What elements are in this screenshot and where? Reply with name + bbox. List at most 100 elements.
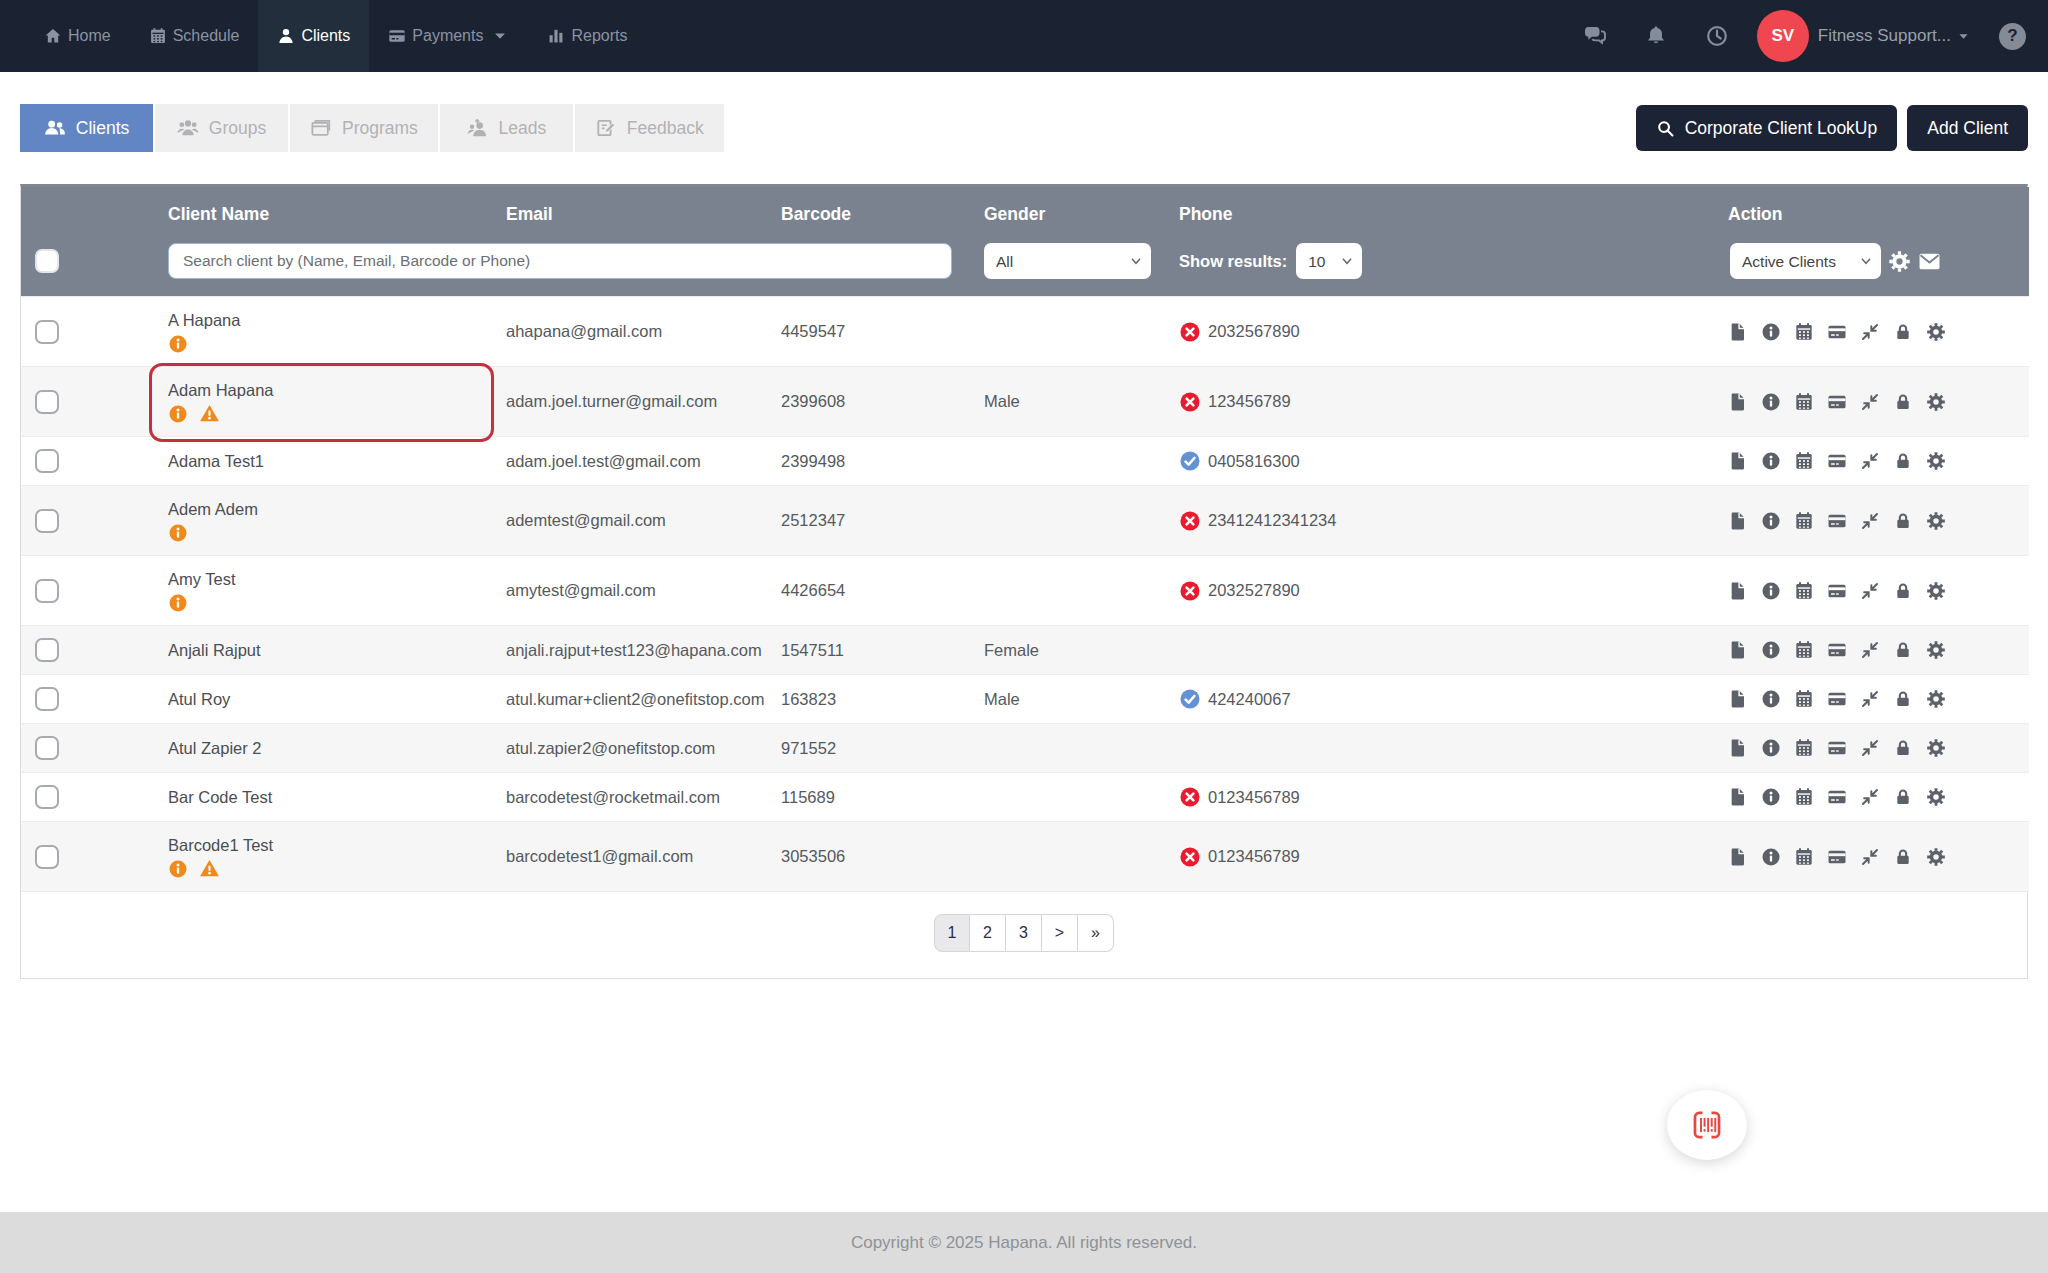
lock-icon[interactable] (1893, 392, 1913, 412)
calendar-icon[interactable] (1794, 787, 1814, 807)
file-icon[interactable] (1728, 787, 1748, 807)
file-icon[interactable] (1728, 847, 1748, 867)
compress-icon[interactable] (1860, 451, 1880, 471)
gear-icon[interactable] (1926, 640, 1946, 660)
credit-card-icon[interactable] (1827, 581, 1847, 601)
row-checkbox[interactable] (35, 638, 59, 662)
calendar-icon[interactable] (1794, 511, 1814, 531)
compress-icon[interactable] (1860, 787, 1880, 807)
row-checkbox[interactable] (35, 845, 59, 869)
file-icon[interactable] (1728, 640, 1748, 660)
info-icon[interactable] (168, 334, 188, 354)
credit-card-icon[interactable] (1827, 511, 1847, 531)
clock-icon[interactable] (1705, 24, 1729, 48)
calendar-icon[interactable] (1794, 847, 1814, 867)
lock-icon[interactable] (1893, 847, 1913, 867)
calendar-icon[interactable] (1794, 392, 1814, 412)
gear-icon[interactable] (1926, 511, 1946, 531)
credit-card-icon[interactable] (1827, 392, 1847, 412)
file-icon[interactable] (1728, 392, 1748, 412)
lock-icon[interactable] (1893, 787, 1913, 807)
info-icon[interactable] (168, 523, 188, 543)
file-icon[interactable] (1728, 738, 1748, 758)
row-checkbox[interactable] (35, 687, 59, 711)
compress-icon[interactable] (1860, 847, 1880, 867)
row-checkbox[interactable] (35, 320, 59, 344)
info-icon[interactable] (168, 859, 188, 879)
file-icon[interactable] (1728, 689, 1748, 709)
nav-item-payments[interactable]: Payments (369, 0, 528, 72)
info-icon[interactable] (168, 593, 188, 613)
lock-icon[interactable] (1893, 738, 1913, 758)
info-circle-icon[interactable] (1761, 451, 1781, 471)
lock-icon[interactable] (1893, 322, 1913, 342)
chat-icon[interactable] (1583, 24, 1607, 48)
tab-groups[interactable]: Groups (155, 104, 288, 152)
select-all-checkbox[interactable] (35, 249, 59, 273)
credit-card-icon[interactable] (1827, 322, 1847, 342)
file-icon[interactable] (1728, 581, 1748, 601)
nav-item-reports[interactable]: Reports (528, 0, 646, 72)
barcode-scan-fab[interactable] (1667, 1090, 1747, 1160)
compress-icon[interactable] (1860, 738, 1880, 758)
row-checkbox[interactable] (35, 509, 59, 533)
nav-item-clients[interactable]: Clients (258, 0, 369, 72)
compress-icon[interactable] (1860, 511, 1880, 531)
file-icon[interactable] (1728, 511, 1748, 531)
row-checkbox[interactable] (35, 785, 59, 809)
lock-icon[interactable] (1893, 511, 1913, 531)
gear-icon[interactable] (1926, 847, 1946, 867)
gear-icon[interactable] (1926, 689, 1946, 709)
warning-icon[interactable] (199, 858, 220, 879)
info-circle-icon[interactable] (1761, 738, 1781, 758)
add-client-button[interactable]: Add Client (1907, 105, 2028, 151)
avatar[interactable]: SV (1757, 10, 1809, 62)
tab-feedback[interactable]: Feedback (575, 104, 724, 152)
bell-icon[interactable] (1644, 24, 1668, 48)
gear-icon[interactable] (1926, 451, 1946, 471)
file-icon[interactable] (1728, 322, 1748, 342)
lock-icon[interactable] (1893, 640, 1913, 660)
info-circle-icon[interactable] (1761, 847, 1781, 867)
search-input[interactable] (168, 243, 952, 279)
calendar-icon[interactable] (1794, 451, 1814, 471)
envelope-icon[interactable] (1918, 250, 1941, 273)
row-checkbox[interactable] (35, 390, 59, 414)
gear-icon[interactable] (1926, 787, 1946, 807)
page-button-»[interactable]: » (1078, 914, 1114, 952)
credit-card-icon[interactable] (1827, 640, 1847, 660)
page-button-3[interactable]: 3 (1006, 914, 1042, 952)
account-name[interactable]: Fitness Support... (1818, 26, 1951, 46)
credit-card-icon[interactable] (1827, 689, 1847, 709)
gear-icon[interactable] (1926, 738, 1946, 758)
compress-icon[interactable] (1860, 689, 1880, 709)
calendar-icon[interactable] (1794, 738, 1814, 758)
gender-filter-select[interactable]: All (984, 243, 1151, 279)
credit-card-icon[interactable] (1827, 451, 1847, 471)
compress-icon[interactable] (1860, 640, 1880, 660)
credit-card-icon[interactable] (1827, 787, 1847, 807)
lock-icon[interactable] (1893, 689, 1913, 709)
page-button-2[interactable]: 2 (970, 914, 1006, 952)
lock-icon[interactable] (1893, 451, 1913, 471)
tab-leads[interactable]: Leads (440, 104, 573, 152)
lock-icon[interactable] (1893, 581, 1913, 601)
compress-icon[interactable] (1860, 322, 1880, 342)
info-circle-icon[interactable] (1761, 322, 1781, 342)
info-circle-icon[interactable] (1761, 511, 1781, 531)
info-circle-icon[interactable] (1761, 392, 1781, 412)
file-icon[interactable] (1728, 451, 1748, 471)
gear-icon[interactable] (1926, 581, 1946, 601)
client-status-select[interactable]: Active Clients (1730, 243, 1881, 279)
info-icon[interactable] (168, 404, 188, 424)
info-circle-icon[interactable] (1761, 640, 1781, 660)
row-checkbox[interactable] (35, 736, 59, 760)
calendar-icon[interactable] (1794, 689, 1814, 709)
calendar-icon[interactable] (1794, 581, 1814, 601)
gear-icon[interactable] (1926, 392, 1946, 412)
credit-card-icon[interactable] (1827, 847, 1847, 867)
corporate-client-lookup-button[interactable]: Corporate Client LookUp (1636, 105, 1898, 151)
page-button-1[interactable]: 1 (934, 914, 970, 952)
row-checkbox[interactable] (35, 449, 59, 473)
warning-icon[interactable] (199, 403, 220, 424)
